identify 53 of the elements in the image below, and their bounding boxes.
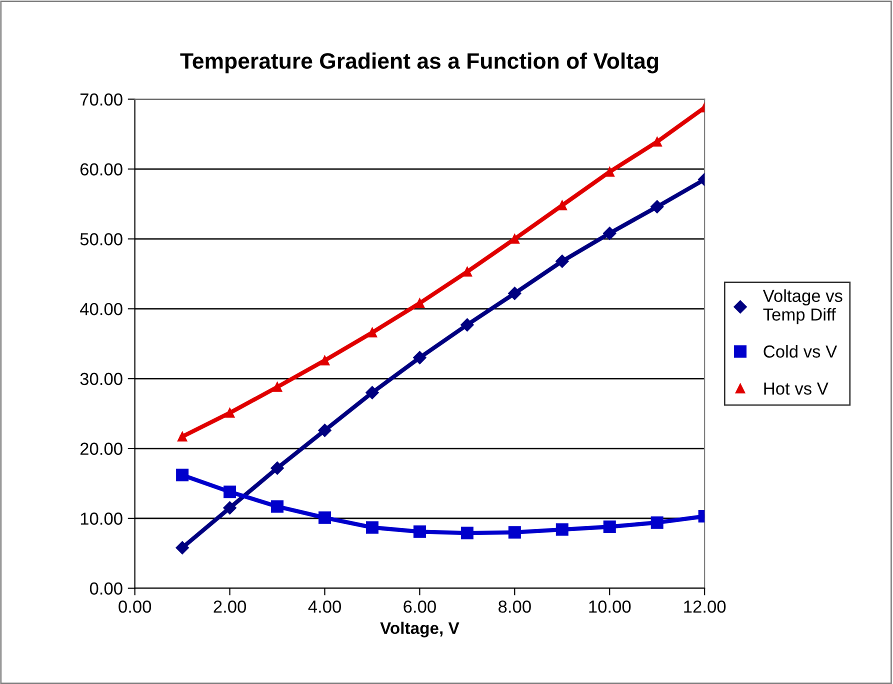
- point: [510, 234, 520, 244]
- x-tick-label: 12.00: [684, 600, 726, 613]
- point: [603, 226, 616, 240]
- x-tick-label: 6.00: [404, 600, 436, 613]
- point: [414, 298, 425, 308]
- point: [460, 318, 474, 332]
- point: [556, 523, 568, 536]
- x-tick-label: 2.00: [214, 600, 246, 613]
- legend-label: Voltage vs Temp Diff: [762, 289, 842, 324]
- point: [603, 520, 616, 534]
- point: [557, 200, 568, 210]
- point: [223, 501, 236, 514]
- point: [271, 500, 284, 513]
- y-tick-label: 70.00: [80, 93, 122, 106]
- point: [224, 486, 236, 498]
- point: [270, 461, 284, 475]
- x-tick-label: 8.00: [498, 600, 531, 613]
- point: [272, 382, 282, 392]
- point: [176, 541, 189, 554]
- legend-label: Cold vs V: [764, 344, 838, 358]
- y-tick-label: 40.00: [80, 302, 122, 316]
- point: [177, 432, 188, 442]
- y-tick-label: 50.00: [80, 233, 122, 246]
- chart-title: Temperature Gradient as a Function of Voltag: [180, 52, 658, 74]
- point: [320, 356, 330, 366]
- point: [508, 526, 521, 539]
- legend-label: Hot vs V: [764, 382, 828, 395]
- point: [366, 521, 378, 534]
- y-tick-label: 20.00: [80, 442, 122, 455]
- point: [413, 525, 426, 538]
- point: [604, 166, 614, 177]
- y-tick-label: 0.00: [90, 582, 122, 595]
- point: [650, 200, 664, 214]
- x-tick-label: 0.00: [118, 600, 152, 613]
- point: [366, 386, 379, 400]
- x-tick-label: 10.00: [589, 600, 631, 613]
- x-tick-label: 4.00: [308, 600, 341, 613]
- point: [650, 516, 664, 529]
- point: [224, 408, 235, 418]
- point: [367, 328, 378, 338]
- y-tick-label: 60.00: [80, 163, 122, 176]
- point: [413, 351, 426, 364]
- y-tick-label: 30.00: [80, 372, 122, 386]
- x-axis-title: Voltage, V: [380, 622, 460, 638]
- point: [462, 266, 472, 277]
- point: [652, 136, 662, 147]
- point: [508, 286, 522, 300]
- point: [318, 511, 332, 524]
- point: [556, 254, 569, 268]
- point: [176, 468, 189, 482]
- point: [318, 424, 332, 437]
- y-tick-label: 10.00: [80, 512, 122, 525]
- point: [460, 526, 474, 540]
